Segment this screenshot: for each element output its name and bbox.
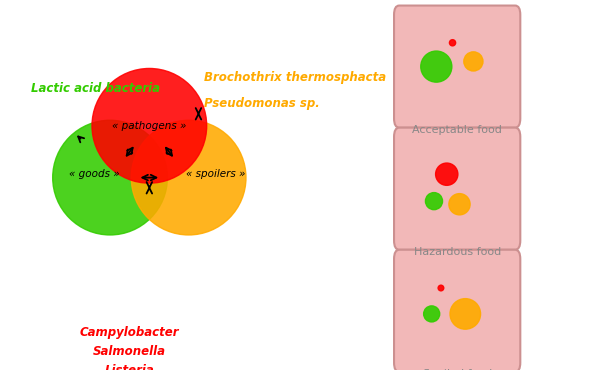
Ellipse shape (449, 194, 470, 215)
Ellipse shape (53, 120, 167, 235)
FancyBboxPatch shape (394, 6, 520, 128)
Text: Brochothrix thermosphacta: Brochothrix thermosphacta (205, 71, 386, 84)
Ellipse shape (424, 306, 440, 322)
Ellipse shape (421, 51, 452, 82)
Text: Campylobacter
Salmonella
Listeria: Campylobacter Salmonella Listeria (80, 326, 179, 370)
Ellipse shape (92, 68, 206, 183)
Ellipse shape (438, 285, 444, 291)
Ellipse shape (425, 192, 443, 210)
Text: Acceptable food: Acceptable food (412, 125, 502, 135)
FancyBboxPatch shape (394, 250, 520, 370)
Ellipse shape (131, 120, 246, 235)
Ellipse shape (464, 52, 483, 71)
Text: « spoilers »: « spoilers » (187, 169, 246, 179)
Text: Spoiled food: Spoiled food (422, 369, 492, 370)
Text: « goods »: « goods » (69, 169, 119, 179)
Text: Lactic acid bacteria: Lactic acid bacteria (31, 82, 160, 95)
FancyBboxPatch shape (394, 128, 520, 250)
Ellipse shape (436, 163, 458, 185)
Ellipse shape (449, 40, 455, 46)
Text: Hazardous food: Hazardous food (413, 247, 501, 257)
Ellipse shape (450, 299, 481, 329)
Text: « pathogens »: « pathogens » (112, 121, 187, 131)
Text: Pseudomonas sp.: Pseudomonas sp. (205, 97, 320, 110)
